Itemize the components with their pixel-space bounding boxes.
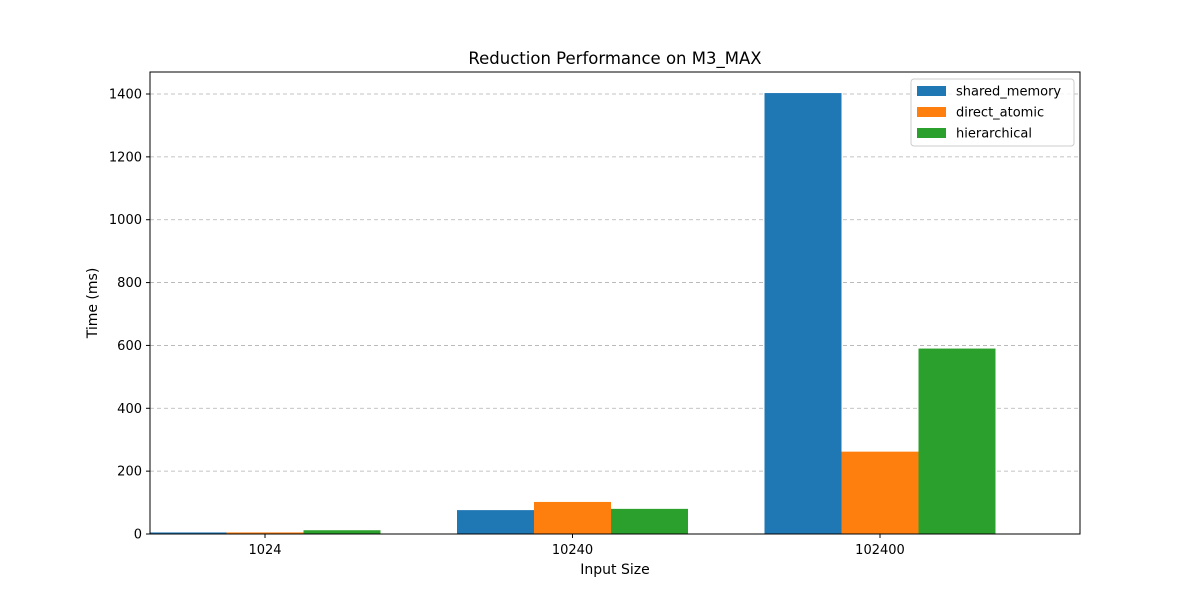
x-tick-label: 102400 (855, 543, 905, 558)
legend-label: hierarchical (956, 127, 1032, 142)
y-axis: 0 200 400 600 800 1000 1200 1400 (109, 88, 150, 543)
plot-frame (149, 71, 1081, 535)
y-tick-label: 1400 (109, 88, 142, 103)
bar-hierarchical-10240 (611, 508, 688, 534)
y-tick-label: 1200 (109, 150, 142, 165)
bar-direct_atomic-102400 (841, 451, 919, 534)
bar-shared_memory-10240 (457, 510, 534, 534)
legend-swatch-shared_memory (917, 86, 946, 96)
y-axis-label: Time (ms) (85, 268, 101, 340)
bar-hierarchical-102400 (918, 348, 996, 534)
bars (149, 93, 996, 535)
bar-shared_memory-1024 (149, 532, 227, 534)
y-tick-label: 200 (117, 465, 142, 480)
legend-label: direct_atomic (956, 106, 1044, 121)
x-tick-label: 1024 (248, 543, 281, 558)
y-tick-label: 800 (117, 276, 142, 291)
x-axis-label: Input Size (580, 562, 649, 578)
y-tick-label: 0 (134, 528, 142, 543)
chart-title: Reduction Performance on M3_MAX (468, 49, 761, 69)
bar-direct_atomic-1024 (226, 532, 304, 534)
x-axis: 1024 10240 102400 (248, 534, 905, 558)
legend-box (910, 78, 1075, 147)
y-tick-label: 400 (117, 402, 142, 417)
bar-shared_memory-102400 (764, 93, 842, 535)
legend-label: shared_memory (956, 85, 1061, 100)
bar-direct_atomic-10240 (534, 501, 611, 534)
legend: shared_memory direct_atomic hierarchical (910, 78, 1075, 147)
bar-hierarchical-1024 (303, 530, 381, 534)
legend-swatch-hierarchical (917, 128, 946, 138)
grid (150, 93, 1080, 472)
legend-swatch-direct_atomic (917, 107, 946, 117)
x-tick-label: 10240 (552, 543, 593, 558)
y-tick-label: 1000 (109, 213, 142, 228)
y-tick-label: 600 (117, 339, 142, 354)
